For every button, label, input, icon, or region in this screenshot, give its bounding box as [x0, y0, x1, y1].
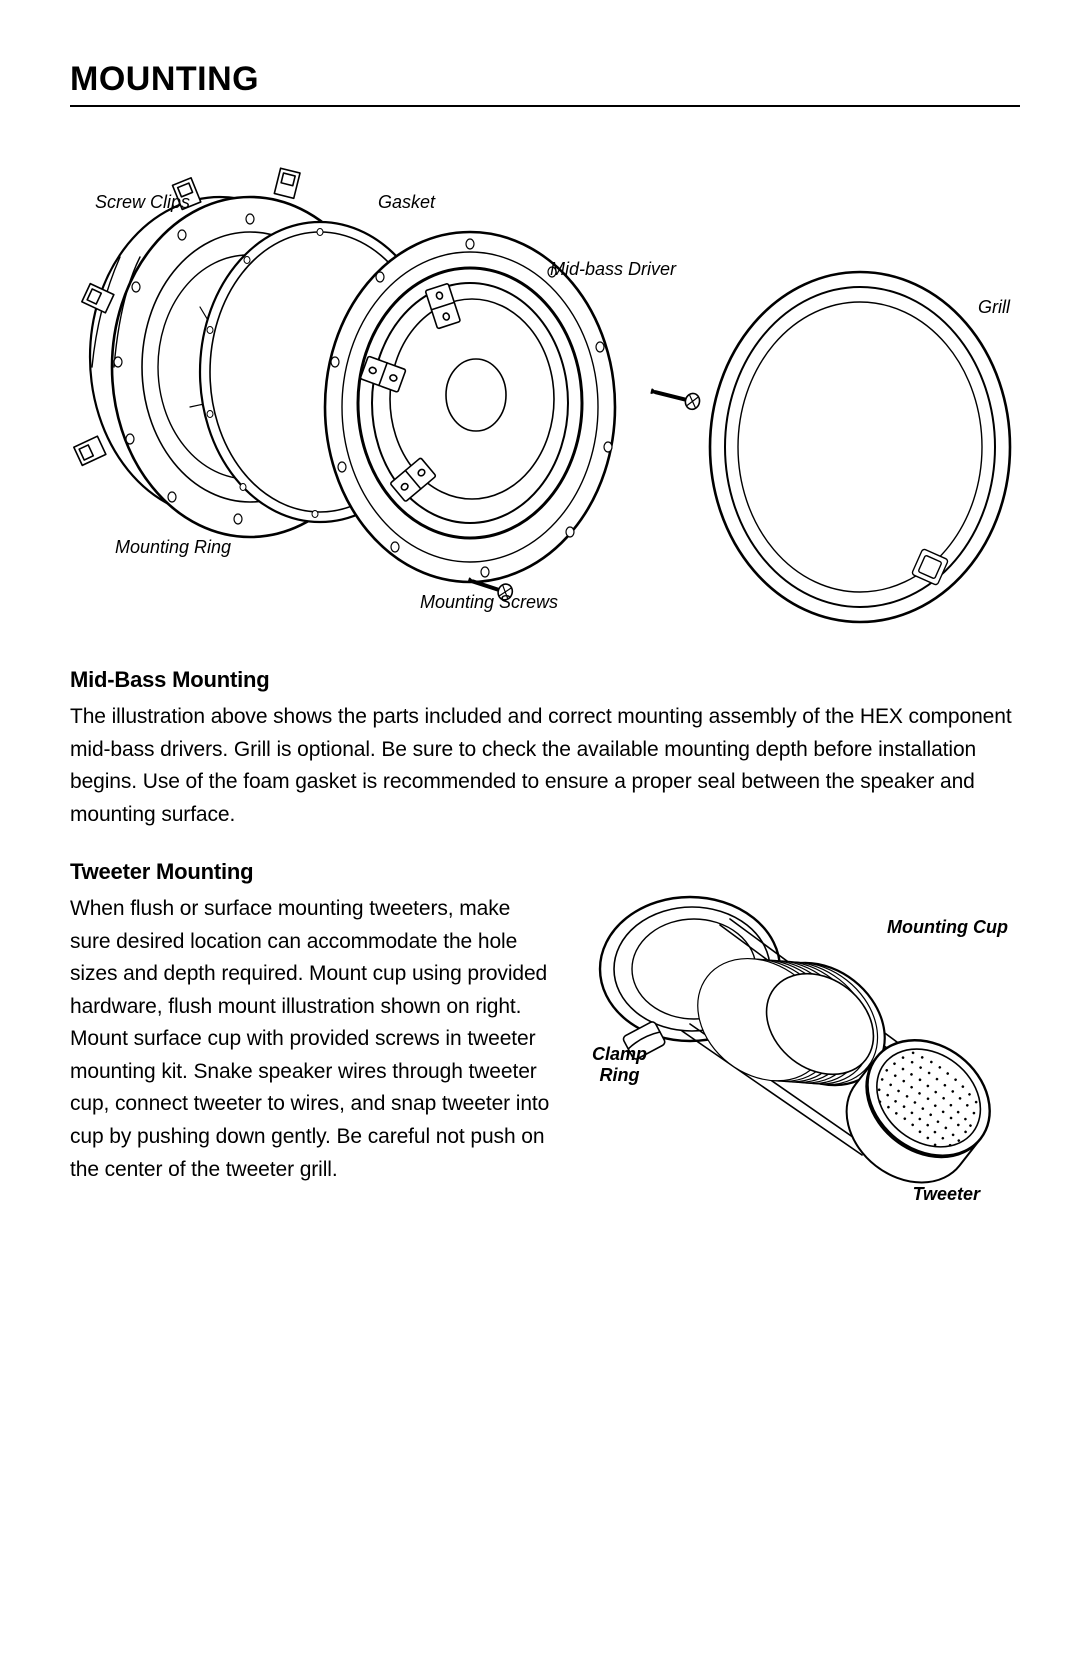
callout-tweeter: Tweeter: [913, 1184, 980, 1205]
callout-midbass-driver: Mid-bass Driver: [550, 259, 676, 280]
heading-rule: [70, 105, 1020, 107]
tweeter-diagram: [570, 849, 1010, 1229]
tweeter-body: When flush or surface mounting tweeters,…: [70, 893, 550, 1186]
callout-clamp-ring: ClampRing: [592, 1044, 647, 1085]
page-heading: MOUNTING: [70, 60, 1020, 99]
callout-mounting-cup: Mounting Cup: [887, 917, 1008, 938]
midbass-subheading: Mid-Bass Mounting: [70, 667, 1020, 693]
tweeter-subheading: Tweeter Mounting: [70, 859, 550, 885]
midbass-body: The illustration above shows the parts i…: [70, 701, 1020, 831]
callout-screw-clips: Screw Clips: [95, 192, 190, 213]
callout-gasket: Gasket: [378, 192, 435, 213]
tweeter-figure: Mounting Cup ClampRing Tweeter: [570, 849, 1020, 1229]
callout-mounting-screws: Mounting Screws: [420, 592, 558, 613]
callout-grill: Grill: [978, 297, 1010, 318]
callout-mounting-ring: Mounting Ring: [115, 537, 231, 558]
midbass-figure: Screw Clips Gasket Mid-bass Driver Grill…: [70, 147, 1030, 627]
